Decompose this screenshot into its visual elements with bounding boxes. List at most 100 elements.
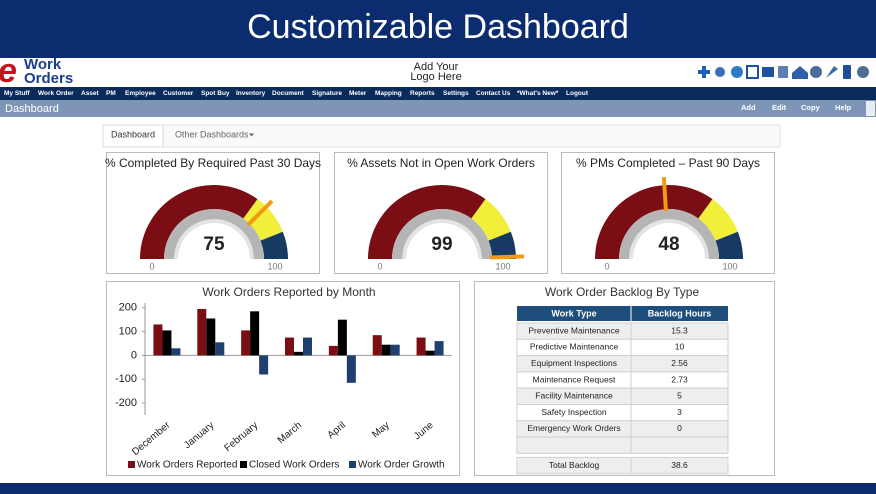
table-row (516, 456, 729, 475)
gauge-needle (489, 254, 525, 260)
panel (106, 281, 460, 476)
menu-item[interactable]: Meter (349, 90, 367, 97)
menu-item[interactable]: *What's New* (517, 90, 559, 97)
menu-item[interactable]: Customer (163, 90, 194, 97)
menu-item[interactable]: My Stuff (4, 90, 30, 97)
header (0, 58, 876, 87)
table-cell: Preventive Maintenance (528, 325, 619, 335)
icon-help[interactable] (810, 66, 822, 78)
bar (381, 344, 391, 356)
gauge-bezel-inner (174, 219, 254, 259)
table-cell: Equipment Inspections (531, 358, 617, 368)
menu-item[interactable]: Signature (312, 90, 342, 97)
menu-item[interactable]: Employee (125, 90, 156, 97)
icon-report[interactable] (778, 66, 788, 78)
gauge-band (140, 185, 258, 259)
table-header-cell: Work Type (551, 308, 596, 318)
y-tick-label: 100 (119, 326, 137, 338)
bar (241, 330, 251, 356)
bar (328, 345, 338, 356)
table-title: Work Order Backlog By Type (545, 285, 700, 299)
logo-work: Work (24, 56, 62, 73)
logo-e: e (0, 52, 17, 90)
menu-item[interactable]: PM (106, 90, 116, 97)
legend-label: Work Orders Reported (137, 460, 237, 471)
table-cell: 2.56 (671, 358, 688, 368)
bar (206, 318, 216, 356)
toolbar-action[interactable]: Help (835, 103, 852, 112)
footer-bar (0, 483, 876, 494)
toolbar-action[interactable]: Add (741, 103, 756, 112)
gauge-needle (246, 199, 274, 227)
menu-item[interactable]: Reports (410, 90, 435, 97)
table-cell: 10 (675, 342, 685, 352)
gauge-max: 100 (495, 261, 510, 271)
bar (250, 311, 260, 356)
menu-bar (0, 87, 876, 100)
gauge-title: % Assets Not in Open Work Orders (347, 156, 535, 170)
icon-globe[interactable] (731, 66, 743, 78)
legend-swatch (240, 461, 247, 468)
table-row (516, 436, 729, 454)
icon-users[interactable] (715, 67, 725, 77)
menu-item[interactable]: Work Order (38, 90, 74, 97)
table-cell: 2.73 (671, 374, 688, 384)
gauge-bezel (392, 209, 492, 259)
icon-settings[interactable] (857, 66, 869, 78)
legend-swatch (128, 461, 135, 468)
banner (0, 0, 876, 58)
gauge-band (243, 199, 283, 241)
icon-calendar[interactable] (746, 65, 759, 79)
tab[interactable]: Other Dashboards (175, 129, 249, 139)
y-tick-label: -100 (115, 373, 137, 385)
legend-label: Work Order Growth (358, 460, 445, 471)
menu-item[interactable]: Asset (81, 90, 100, 97)
icon-home[interactable] (792, 66, 808, 79)
icon-add[interactable] (698, 66, 710, 78)
menu-item[interactable]: Settings (443, 90, 469, 97)
gauge-bezel (164, 209, 264, 259)
bar (171, 348, 181, 356)
toolbar-title: Dashboard (5, 103, 59, 115)
bar (215, 342, 225, 356)
gauge-bezel-inner (629, 219, 709, 259)
menu-item[interactable]: Mapping (375, 90, 402, 97)
table-cell: Maintenance Request (533, 374, 616, 384)
toolbar-action[interactable]: Copy (801, 103, 821, 112)
menu-item[interactable]: Logout (566, 90, 589, 97)
gauge-min: 0 (377, 261, 382, 271)
table-cell: 5 (677, 391, 682, 401)
gauge-max: 100 (267, 261, 282, 271)
menu-item[interactable]: Spot Buy (201, 90, 230, 97)
menu-item[interactable]: Contact Us (476, 90, 511, 97)
gauge-value: 75 (203, 234, 225, 255)
gauge-min: 0 (604, 261, 609, 271)
tab-active[interactable] (102, 124, 164, 148)
gauge-value: 48 (658, 234, 679, 255)
gauge-min: 0 (149, 261, 154, 271)
scrollbar (866, 101, 875, 116)
bar (162, 330, 172, 356)
table-cell: 3 (677, 407, 682, 417)
bar (434, 341, 444, 356)
icon-key[interactable] (826, 66, 838, 78)
gauge-value: 99 (431, 234, 452, 255)
logo-orders: Orders (24, 70, 73, 87)
icon-mail[interactable] (762, 67, 774, 77)
icon-mobile[interactable] (843, 65, 851, 79)
gauge-band (595, 185, 713, 259)
toolbar-action[interactable]: Edit (772, 103, 787, 112)
bar (294, 351, 303, 356)
legend-label: Closed Work Orders (249, 460, 339, 471)
banner-title: Customizable Dashboard (247, 8, 629, 46)
gauge-needle (661, 177, 668, 212)
bar (285, 337, 294, 356)
tab-caret (249, 133, 254, 137)
legend-swatch (349, 461, 356, 468)
menu-item[interactable]: Document (272, 90, 305, 97)
tab[interactable]: Dashboard (111, 129, 155, 139)
table-cell: 0 (677, 423, 682, 433)
table-cell: 38.6 (671, 460, 688, 470)
menu-item[interactable]: Inventory (236, 90, 266, 97)
chart-title: Work Orders Reported by Month (202, 285, 375, 299)
